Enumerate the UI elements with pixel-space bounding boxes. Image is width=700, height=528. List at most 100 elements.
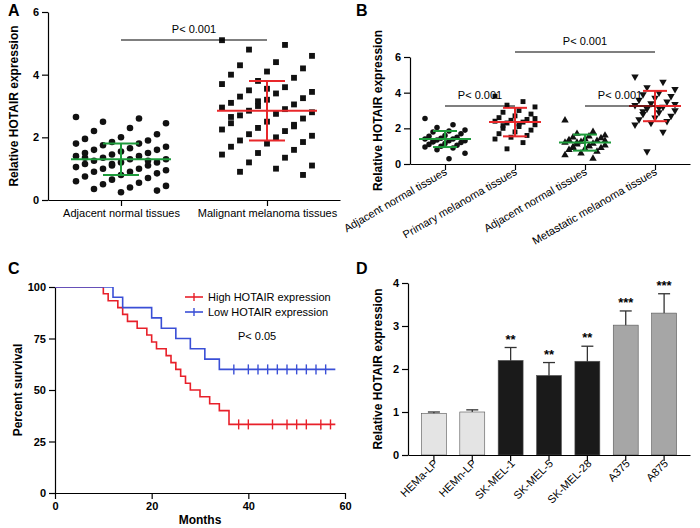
censor-mark [238,419,239,429]
significance-label: *** [657,278,673,293]
dot [300,65,306,71]
tick-mark [42,137,48,138]
tick: 4 [33,69,48,81]
dot [163,167,170,174]
tick-mark [402,412,408,413]
axis-line [408,284,409,456]
tick-label: 4 [395,87,402,99]
dot [533,104,538,109]
tick-label: 0 [40,487,46,499]
panel-label: D [356,260,368,277]
dot [228,72,234,78]
tick: SK-MEL-1 [473,455,517,501]
tick: Primary melanoma tissues [401,164,520,241]
sd-whisker [266,81,268,141]
tick-mark [402,283,408,284]
error-cap [658,293,670,294]
tick-label: Primary melanoma tissues [401,165,520,240]
tick-label: 0 [393,449,399,461]
censor-mark [248,364,249,374]
dot [246,159,252,165]
censor-mark [233,364,234,374]
y-axis: 0255075100 [28,281,56,499]
tick-mark [267,200,268,206]
censor-mark [315,364,316,374]
tick-label: SK-MEL-1 [473,457,517,501]
sd-cap [643,90,667,92]
dot [118,189,125,196]
dot [273,91,279,97]
dot [163,120,170,127]
panel: 01234HEMa-LPHEMn-LPSK-MEL-1SK-MEL-5SK-ME… [356,260,691,506]
dot [219,152,225,158]
censor-mark [248,419,249,429]
tick-mark [42,200,48,201]
dot [228,120,234,126]
censor-mark [325,364,326,374]
dot [300,139,306,145]
censor-mark [272,419,273,429]
legend-label: High HOTAIR expression [208,291,331,303]
dot [136,115,143,122]
tick-label: 6 [33,6,39,18]
dot [145,150,152,157]
tick: 25 [34,436,55,448]
sd-whisker [120,144,122,175]
dot [282,128,288,134]
censor-mark [296,419,297,429]
dot [462,151,468,157]
dot [237,112,243,118]
dot [109,161,116,168]
dot [589,154,596,160]
sd-cap [433,130,457,132]
axis-line [411,164,691,165]
plot-area [419,74,681,161]
dot [246,87,252,93]
sd-whisker [514,108,516,137]
tick-label: 60 [339,500,351,512]
tick: 0 [393,449,408,461]
tick-mark [49,338,55,339]
sd-cap [103,143,139,145]
dot [561,116,568,122]
dot [533,116,538,121]
dot [521,99,526,104]
sd-cap [573,150,597,152]
dot [228,114,234,120]
tick: 2 [33,131,48,143]
dot [309,89,315,95]
dot [154,131,161,138]
sd-cap [503,135,527,137]
sd-cap [433,146,457,148]
tick-mark [42,75,48,76]
annotation: P< 0.001 [563,35,607,47]
sd-cap [573,134,597,136]
tick-mark [404,128,410,129]
panel-label: B [356,2,368,19]
tick-label: 0 [33,194,39,206]
tick: 0 [52,493,58,512]
dot [521,140,526,145]
tick-label: 100 [28,281,46,293]
dot [659,130,666,136]
sd-cap [643,120,667,122]
axis-title: Relative HOTAIR expression [7,25,21,186]
error-cap [466,409,478,410]
dot [422,144,428,150]
dot [145,175,152,182]
axis-line [55,288,56,494]
dot [264,141,270,147]
dot [643,149,650,155]
annotation: P< 0.001 [172,23,216,35]
dot [118,134,125,141]
bracket [445,105,515,106]
tick: 2 [393,363,408,375]
dot [446,156,452,162]
censor-mark [296,364,297,374]
tick-label: 3 [393,320,399,332]
tick-label: 2 [33,131,39,143]
tick-label: 0 [395,158,401,170]
sd-whisker [584,135,586,151]
significance-label: ** [544,347,555,362]
axis-line [410,58,411,165]
